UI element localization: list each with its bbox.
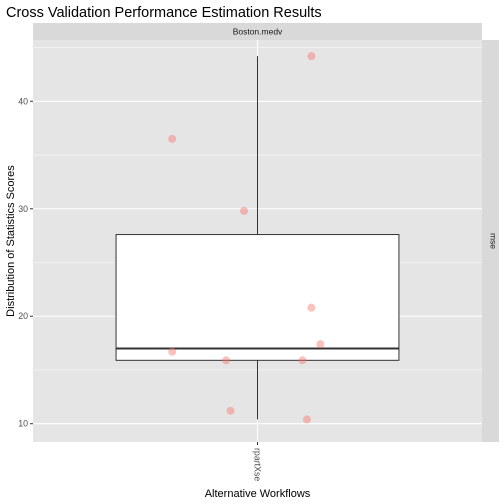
- facet-strip-right-label: mse: [489, 233, 499, 249]
- data-point: [168, 134, 177, 143]
- y-axis-title: Distribution of Statistics Scores: [5, 165, 17, 317]
- facet-strip-top: [33, 23, 482, 40]
- data-point: [222, 356, 231, 365]
- y-tick-label: 40: [18, 96, 28, 106]
- points-layer: [168, 52, 325, 424]
- y-axis: 10 20 30 40: [18, 96, 33, 429]
- x-axis: rpartXse: [253, 442, 263, 481]
- data-point: [298, 356, 307, 365]
- chart-title: Cross Validation Performance Estimation …: [6, 5, 322, 21]
- facet-strip-right: [482, 40, 499, 442]
- data-point: [307, 303, 316, 312]
- x-tick-label: rpartXse: [253, 448, 263, 481]
- data-point: [240, 206, 249, 215]
- data-point: [307, 52, 316, 61]
- facet-strip-top-label: Boston.medv: [233, 27, 283, 37]
- data-point: [302, 415, 311, 424]
- y-tick-label: 20: [18, 311, 28, 321]
- box-iqr: [115, 234, 400, 361]
- box-layer: [115, 56, 400, 420]
- x-axis-title: Alternative Workflows: [205, 488, 311, 500]
- data-point: [168, 347, 177, 356]
- y-tick-label: 10: [18, 419, 28, 429]
- data-point: [226, 406, 235, 415]
- y-tick-label: 30: [18, 204, 28, 214]
- data-point: [316, 340, 325, 349]
